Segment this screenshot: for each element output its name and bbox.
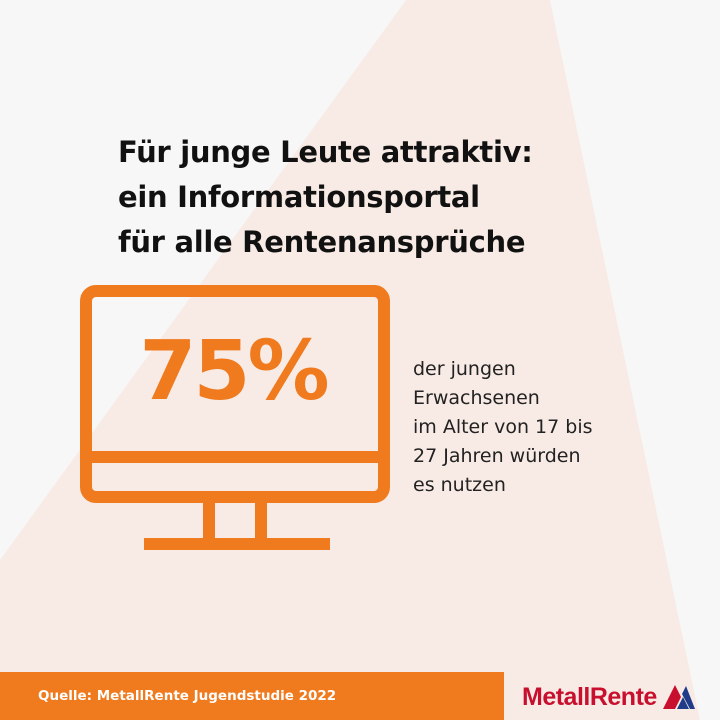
brand-logo-text: MetallRente <box>522 682 657 711</box>
stat-percentage: 75% <box>139 324 329 419</box>
headline: Für junge Leute attraktiv: ein Informati… <box>118 130 678 265</box>
headline-line-2: ein Informationsportal <box>118 180 480 214</box>
footer-bar: Quelle: MetallRente Jugendstudie 2022 <box>0 672 504 720</box>
triangle-mark-icon <box>662 685 695 709</box>
headline-line-3: für alle Rentenansprüche <box>118 225 526 259</box>
stat-description: der jungen Erwachsenen im Alter von 17 b… <box>413 355 703 500</box>
source-note: Quelle: MetallRente Jugendstudie 2022 <box>38 688 337 704</box>
stat-description-line: der jungen <box>413 358 516 380</box>
stat-description-line: im Alter von 17 bis <box>413 416 593 438</box>
stat-description-line: es nutzen <box>413 474 506 496</box>
headline-line-1: Für junge Leute attraktiv: <box>118 135 533 169</box>
stat-description-line: 27 Jahren würden <box>413 445 581 467</box>
brand-logo: MetallRente <box>522 680 695 714</box>
computer-monitor-icon <box>80 285 390 550</box>
stat-description-line: Erwachsenen <box>413 387 540 409</box>
